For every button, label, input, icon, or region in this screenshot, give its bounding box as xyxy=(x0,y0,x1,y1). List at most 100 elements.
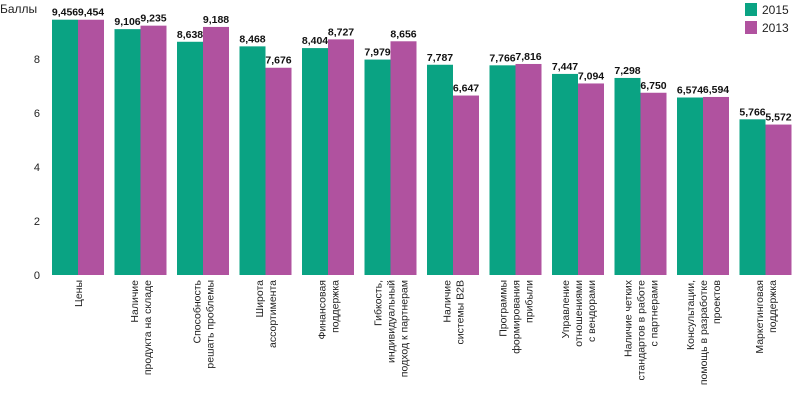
bar-2013 xyxy=(140,25,167,276)
value-label: 8,656 xyxy=(390,28,416,40)
bar-2015 xyxy=(677,97,703,275)
category-label-line: решать проблемы xyxy=(205,280,217,369)
y-tick-label: 8 xyxy=(34,54,40,66)
category-label-line: Цены xyxy=(73,280,85,307)
y-tick-label: 4 xyxy=(34,162,40,174)
value-label: 8,404 xyxy=(302,35,328,47)
category-label-line: ассортимента xyxy=(267,280,279,348)
bar-2015 xyxy=(52,19,78,275)
bar-2015 xyxy=(114,29,141,275)
bar-2013 xyxy=(328,39,354,275)
legend-swatch xyxy=(745,21,757,34)
category-label-line: Гибкость, xyxy=(373,280,385,326)
category-label-line: Способность xyxy=(192,279,204,343)
bar-2013 xyxy=(578,83,604,275)
bar-2015 xyxy=(177,41,203,275)
category-label-line: Консультации, xyxy=(685,280,697,350)
value-label: 7,766 xyxy=(489,52,515,64)
category-label: Финансовая поддержка xyxy=(317,280,342,340)
category-label-line: Программы xyxy=(498,280,510,337)
bar-2013 xyxy=(453,95,479,275)
bar-2013 xyxy=(515,63,542,275)
category-label: Наличие системы B2B xyxy=(442,280,467,345)
value-label: 6,750 xyxy=(640,80,666,92)
category-label-line: помощь в разработке xyxy=(698,280,710,385)
bar-2015 xyxy=(239,46,266,275)
y-axis-ticks: 0 2 4 6 8 xyxy=(34,54,40,282)
y-tick-label: 6 xyxy=(34,108,40,120)
legend-label: 2015 xyxy=(762,3,789,17)
category-label: Цены xyxy=(73,280,85,307)
value-label: 7,447 xyxy=(552,61,578,73)
category-label-line: Наличие xyxy=(129,280,141,323)
bar-2015 xyxy=(489,65,516,276)
bar-2015 xyxy=(614,77,641,275)
value-label: 7,787 xyxy=(427,52,453,64)
legend-label: 2013 xyxy=(762,21,789,35)
value-label: 6,647 xyxy=(453,83,479,95)
category-label-line: формирования xyxy=(511,280,523,354)
bar-2015 xyxy=(302,48,328,276)
category-label: Наличие четких стандартов в работе с партн… xyxy=(623,279,661,380)
value-label: 7,816 xyxy=(515,51,541,63)
value-label: 9,456 xyxy=(52,7,78,19)
category-label-line: проектов xyxy=(711,280,723,324)
value-label: 7,676 xyxy=(265,55,291,67)
value-label: 9,106 xyxy=(114,16,140,28)
category-label-line: Маркетинговая xyxy=(754,280,766,354)
value-label: 8,638 xyxy=(177,29,203,41)
value-label: 9,235 xyxy=(140,13,166,25)
value-label: 7,298 xyxy=(614,65,640,77)
category-label: Маркетинговая поддержка xyxy=(754,280,779,354)
category-label-line: Наличие xyxy=(442,280,454,323)
legend: 2015 2013 xyxy=(745,3,789,35)
y-tick-label: 2 xyxy=(34,216,40,228)
bar-2015 xyxy=(364,59,391,275)
value-label: 6,594 xyxy=(703,84,729,96)
bar-2013 xyxy=(265,67,292,275)
category-label-line: стандартов в работе xyxy=(636,280,648,381)
category-label-line: индивидуальный xyxy=(386,280,398,363)
category-label: Консультации, помощь в разработке проектов xyxy=(685,280,723,386)
category-label-line: Финансовая xyxy=(317,280,329,339)
category-label-line: продукта на складе xyxy=(142,280,154,375)
bars xyxy=(52,19,792,276)
bar-2015 xyxy=(552,73,578,275)
category-label-line: поддержка xyxy=(330,280,342,333)
value-label: 9,454 xyxy=(78,7,104,19)
category-label: Способность решать проблемы xyxy=(192,279,217,368)
legend-swatch xyxy=(745,3,757,16)
bar-2013 xyxy=(765,124,792,275)
bar-2013 xyxy=(703,96,729,275)
bar-2013 xyxy=(640,92,667,275)
value-label: 5,766 xyxy=(739,106,765,118)
category-label-line: Широта xyxy=(254,280,266,318)
category-label: Управление отношениями с вендорами xyxy=(560,280,598,347)
bar-2015 xyxy=(739,119,766,276)
category-label: Программы формирования прибыли xyxy=(498,280,536,354)
bar-2015 xyxy=(427,64,453,275)
bar-2013 xyxy=(78,19,104,275)
category-label-line: поддержка xyxy=(767,280,779,333)
category-label-line: системы B2B xyxy=(455,280,467,344)
y-axis-label: Баллы xyxy=(0,2,37,16)
category-label-line: Управление xyxy=(560,280,572,339)
category-label-line: прибыли xyxy=(524,280,536,323)
bar-2013 xyxy=(390,41,417,276)
category-label-line: отношениями xyxy=(573,280,585,347)
category-label-line: подход к партнерам xyxy=(399,280,411,377)
category-label-line: с вендорами xyxy=(586,280,598,342)
value-label: 7,094 xyxy=(578,70,604,82)
value-label: 5,572 xyxy=(765,112,791,124)
value-label: 6,574 xyxy=(677,85,703,97)
bar-2013 xyxy=(203,26,229,276)
value-label: 9,188 xyxy=(203,14,229,26)
category-label: Гибкость, индивидуальный подход к партнера… xyxy=(373,280,411,377)
category-label-line: Наличие четких xyxy=(623,279,635,357)
category-label-line: с партнерами xyxy=(649,280,661,347)
category-labels: Цены Наличие продукта на складе Способность… xyxy=(73,279,779,385)
y-tick-label: 0 xyxy=(34,270,40,282)
category-label: Широта ассортимента xyxy=(254,280,279,348)
